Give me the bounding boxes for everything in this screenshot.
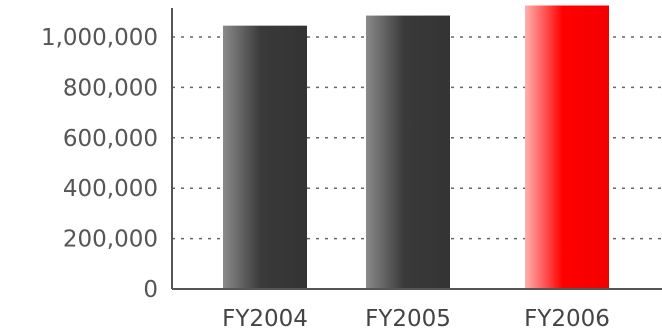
x-tick-label: FY2004 [222, 306, 308, 332]
y-tick-label: 0 [143, 277, 158, 303]
y-tick-label: 1,000,000 [41, 25, 158, 51]
bar-fy2005 [366, 15, 450, 290]
y-axis-ticks: 0 200,000 400,000 600,000 800,000 1,000,000 [41, 25, 158, 303]
x-axis-labels: FY2004 FY2005 FY2006 [222, 306, 610, 332]
x-tick-label: FY2006 [524, 306, 610, 332]
bar-fy2006 [525, 5, 609, 289]
y-tick-label: 400,000 [63, 176, 158, 202]
y-tick-label: 600,000 [63, 126, 158, 152]
y-tick-label: 800,000 [63, 75, 158, 101]
y-tick-label: 200,000 [63, 227, 158, 253]
x-tick-label: FY2005 [365, 306, 451, 332]
bars [223, 5, 609, 290]
bar-fy2004 [223, 25, 307, 289]
